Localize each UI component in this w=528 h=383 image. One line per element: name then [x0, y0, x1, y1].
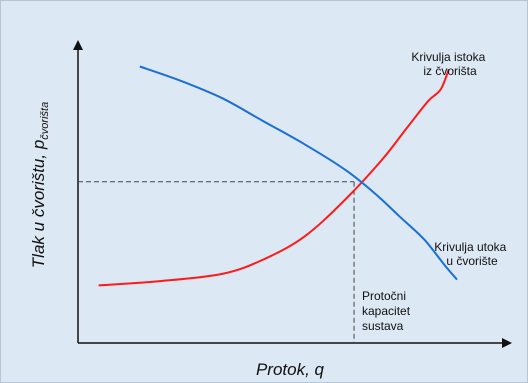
series-label-utoka-line-2: u čvorište — [446, 254, 498, 268]
intersection-label-line-2: kapacitet — [362, 304, 411, 318]
intersection-label-line-1: Protočni — [362, 289, 406, 303]
series-label-istoka: Krivulja istoka iz čvorišta — [411, 50, 488, 78]
series-label-utoka: Krivulja utoka u čvorište — [434, 240, 509, 268]
series-label-utoka-line-1: Krivulja utoka — [434, 240, 506, 254]
series-label-istoka-line-1: Krivulja istoka — [411, 50, 485, 64]
y-axis-title-subscript: čvorišta — [39, 102, 51, 140]
series-krivulja-utoka — [139, 65, 458, 281]
y-axis-title-main: Tlak u čvorištu, p — [29, 140, 48, 269]
intersection-label: Protočni kapacitet sustava — [362, 289, 413, 333]
intersection-label-line-3: sustava — [362, 319, 404, 333]
series-label-istoka-line-2: iz čvorišta — [423, 64, 477, 78]
y-axis-title: Tlak u čvorištu, pčvorišta — [29, 102, 51, 268]
series-krivulja-istoka — [98, 69, 450, 287]
x-axis-title: Protok, q — [256, 360, 325, 379]
